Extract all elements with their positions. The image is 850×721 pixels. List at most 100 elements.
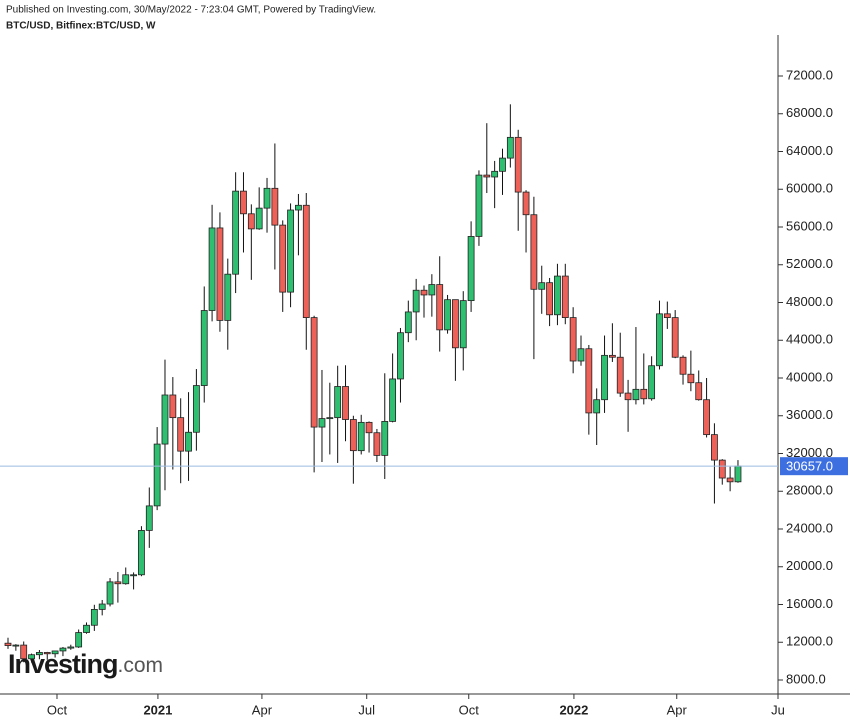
candle-body (585, 348, 593, 414)
candle-body (98, 603, 106, 610)
y-tick-label: 72000.0 (786, 67, 833, 82)
candle-body (232, 190, 240, 275)
candle-body (679, 356, 687, 375)
candle-body (412, 289, 420, 313)
y-tick-label: 12000.0 (786, 634, 833, 649)
candle-body (67, 646, 75, 649)
candle-body (279, 224, 287, 293)
candle-body (640, 388, 648, 400)
published-note: Published on Investing.com, 30/May/2022 … (6, 5, 376, 16)
x-tick-label: 2021 (143, 702, 172, 717)
y-tick-label: 44000.0 (786, 332, 833, 347)
y-tick-label: 68000.0 (786, 105, 833, 120)
candle-body (663, 313, 671, 318)
y-tick-label: 24000.0 (786, 520, 833, 535)
candle-body (342, 386, 349, 420)
candle-body (138, 530, 145, 576)
candle-body (20, 644, 28, 660)
candle-body (538, 282, 546, 290)
candle-body (718, 459, 726, 479)
y-tick-label: 60000.0 (786, 181, 833, 196)
candle-body (593, 399, 601, 414)
candle-body (12, 644, 20, 647)
candle-body (169, 394, 177, 419)
candle-body (51, 650, 59, 655)
logo: Investing.com (8, 649, 163, 679)
candle-body (373, 432, 381, 456)
y-tick-label: 40000.0 (786, 369, 833, 384)
candle-body (75, 632, 83, 648)
candle-body (302, 204, 310, 318)
x-tick-label: Oct (459, 702, 480, 717)
candle-body (734, 465, 742, 483)
candle-body (240, 190, 247, 215)
last-price-label: 30657.0 (786, 459, 833, 474)
candle-body (381, 421, 389, 456)
candle-body (83, 624, 90, 633)
candle-body (648, 365, 656, 400)
candle-body (161, 394, 169, 445)
candle-body (656, 313, 663, 367)
logo-name: Investing (8, 649, 118, 679)
candle-body (726, 477, 734, 483)
candle-body (499, 157, 506, 172)
candle-body (695, 382, 703, 401)
candle-body (153, 443, 161, 507)
candle-body (452, 299, 459, 349)
y-tick-label: 48000.0 (786, 294, 833, 309)
y-tick-label: 36000.0 (786, 407, 833, 422)
candle-body (428, 284, 436, 296)
y-tick-label: 20000.0 (786, 558, 833, 573)
y-tick-label: 28000.0 (786, 483, 833, 498)
candle-body (200, 310, 208, 386)
candle-body (397, 332, 404, 380)
y-tick-label: 32000.0 (786, 445, 833, 460)
candles (4, 104, 742, 663)
x-tick-label: Ju (771, 702, 785, 717)
candle-body (530, 214, 538, 290)
y-tick-label: 52000.0 (786, 256, 833, 271)
last-price-box (780, 457, 848, 476)
x-tick-label: Apr (252, 702, 273, 717)
candle-body (90, 609, 98, 626)
x-tick-label: Apr (667, 702, 688, 717)
y-tick-label: 56000.0 (786, 218, 833, 233)
symbol-label: BTC/USD, Bitfinex:BTC/USD, W (6, 21, 156, 32)
candle-body (444, 299, 451, 331)
candle-body (569, 317, 577, 362)
candle-body (514, 136, 522, 193)
candle-body (577, 348, 585, 362)
candle-body (106, 581, 114, 605)
candle-body (687, 373, 695, 384)
candle-body (224, 273, 232, 321)
candle-body (122, 574, 130, 585)
candle-body (177, 417, 185, 452)
candle-body (287, 209, 294, 293)
candle-body (263, 187, 271, 209)
x-tick-label: Jul (358, 702, 375, 717)
candle-body (192, 385, 200, 433)
candle-body (546, 282, 553, 316)
candle-body (349, 419, 357, 452)
candle-body (561, 275, 569, 318)
candle-body (671, 317, 679, 358)
candle-body (130, 574, 137, 577)
candle-body (59, 647, 67, 652)
x-tick-label: Oct (47, 702, 68, 717)
candle-body (703, 399, 710, 436)
candle-body (271, 187, 279, 226)
candle-body (601, 354, 608, 401)
y-tick-label: 16000.0 (786, 596, 833, 611)
candle-body (247, 213, 255, 230)
candle-body (616, 356, 624, 394)
candle-body (554, 275, 561, 316)
candle-body (36, 652, 43, 656)
candle-body (483, 174, 491, 178)
y-tick-label: 64000.0 (786, 143, 833, 158)
candle-body (318, 418, 326, 428)
candle-body (608, 354, 616, 358)
candle-body (114, 581, 122, 585)
candle-body (216, 227, 224, 321)
candle-body (404, 311, 412, 334)
